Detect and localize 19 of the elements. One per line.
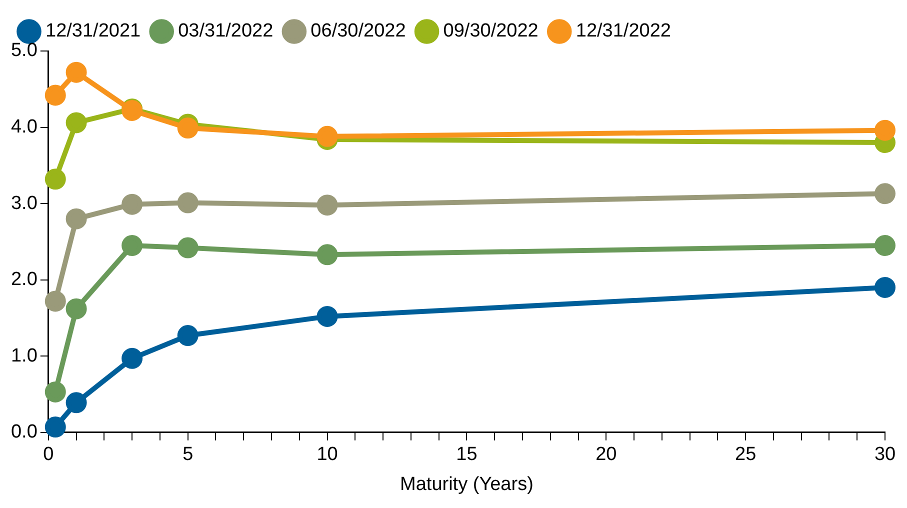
x-tick-label: 30 <box>874 444 896 466</box>
x-tick-label: 5 <box>182 444 194 466</box>
legend-label: 03/31/2022 <box>178 20 274 42</box>
x-tick-label: 25 <box>735 444 756 466</box>
y-tick-label: 1.0 <box>10 345 38 366</box>
y-tick-label: 4.0 <box>10 116 38 138</box>
x-tick-label: 0 <box>43 444 54 466</box>
legend-label: 12/31/2021 <box>46 20 141 42</box>
x-axis-title: Maturity (Years) <box>400 474 534 495</box>
x-tick-label: 15 <box>456 444 478 466</box>
legend-label: 06/30/2022 <box>310 20 406 42</box>
x-tick-label: 10 <box>316 444 338 466</box>
legend-label: 12/31/2022 <box>576 20 671 42</box>
y-tick-label: 5.0 <box>10 40 38 62</box>
legend-label: 09/30/2022 <box>443 20 538 42</box>
x-tick-label: 20 <box>596 444 617 466</box>
y-tick-label: 2.0 <box>10 269 38 290</box>
y-tick-label: 3.0 <box>10 192 38 214</box>
y-tick-label: 0.0 <box>10 422 38 443</box>
